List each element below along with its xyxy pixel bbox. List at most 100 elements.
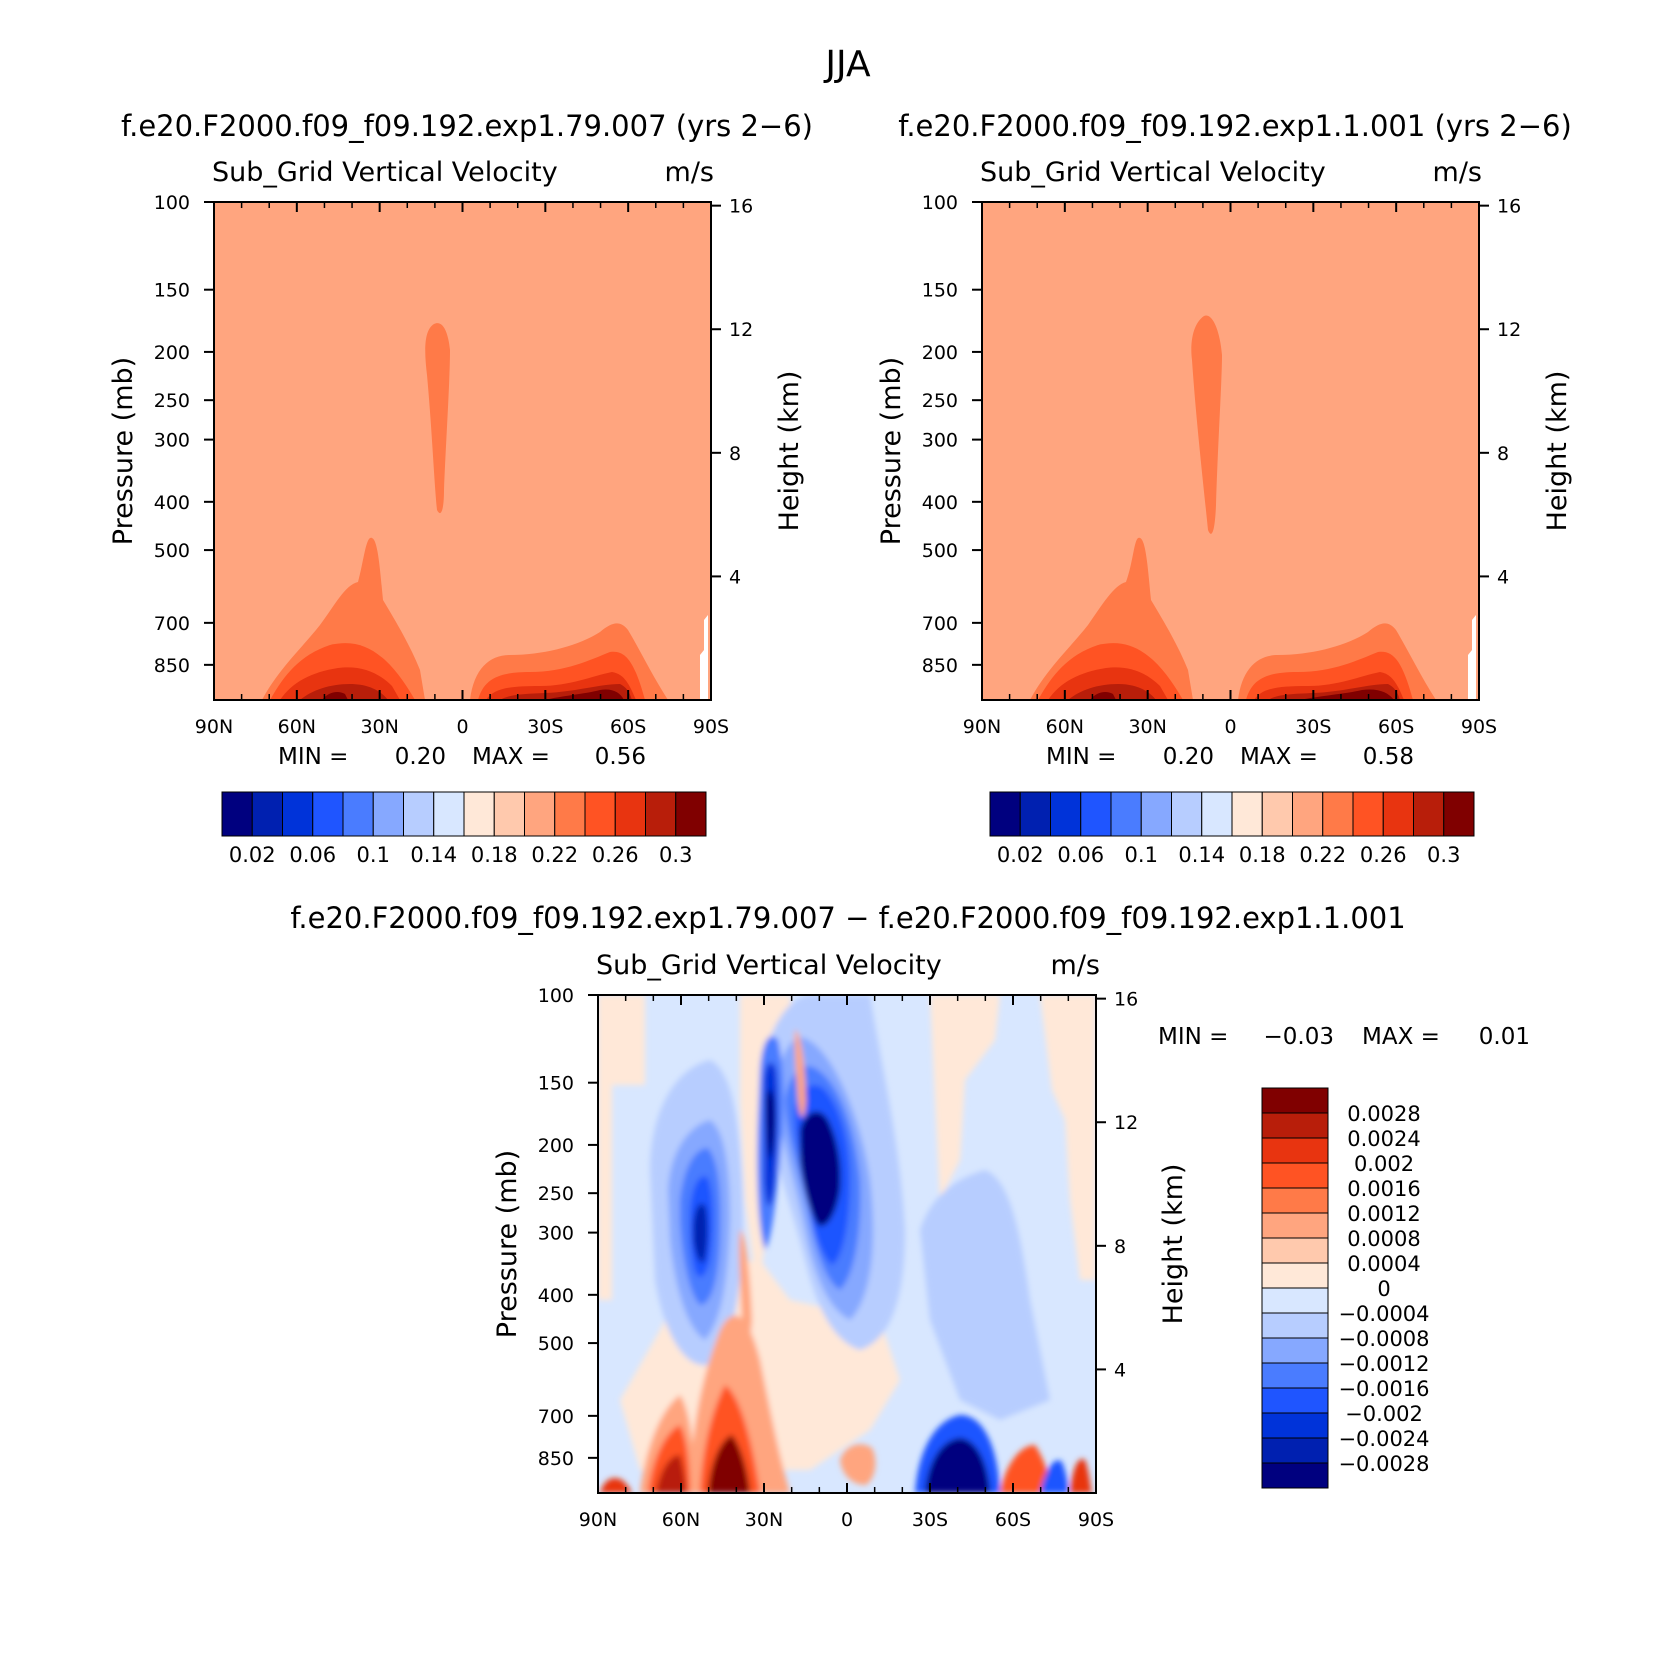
y-axis-right-label: Height (km) — [774, 371, 805, 532]
colorbar-swatch — [1292, 791, 1324, 837]
colorbar-swatch — [372, 791, 404, 837]
panel-right: f.e20.F2000.f09_f09.192.exp1.1.001 (yrs … — [876, 109, 1573, 867]
x-tick-label: 0 — [1224, 716, 1236, 738]
field-background — [982, 202, 1479, 700]
colorbar-swatch — [1352, 791, 1384, 837]
colorbar-swatch — [1261, 1087, 1329, 1114]
y-right-tick-label: 8 — [729, 443, 741, 465]
colorbar-label: 0.06 — [1057, 843, 1104, 867]
pos-band — [840, 1444, 876, 1485]
max-value: 0.56 — [595, 744, 646, 770]
figure-title: JJA — [823, 44, 871, 85]
colorbar-swatch — [1261, 1337, 1329, 1364]
y-tick-label: 500 — [922, 540, 958, 562]
colorbar-swatch — [1261, 1162, 1329, 1189]
colorbar-swatch — [1261, 1437, 1329, 1464]
colorbar: 0.02 0.06 0.1 0.14 0.18 0.22 0.26 0.3 — [989, 791, 1475, 867]
pos-streak — [739, 1230, 752, 1343]
colorbar-label: −0.0024 — [1338, 1427, 1429, 1451]
nh-surface-contour-4 — [300, 684, 388, 700]
x-tick-label: 60N — [662, 1509, 700, 1531]
colorbar-label: 0.06 — [289, 843, 336, 867]
colorbar-label: 0.26 — [1360, 843, 1407, 867]
y-right-tick-label: 16 — [1497, 196, 1521, 218]
y-tick-label: 700 — [922, 613, 958, 635]
max-value: 0.58 — [1363, 744, 1414, 770]
y-right-tick-label: 12 — [729, 319, 753, 341]
colorbar-label: 0.0008 — [1347, 1227, 1420, 1251]
min-value: 0.20 — [1163, 744, 1214, 770]
colorbar-swatch — [1382, 791, 1414, 837]
panel-caption: f.e20.F2000.f09_f09.192.exp1.79.007 (yrs… — [121, 109, 813, 143]
colorbar-label: 0.0016 — [1347, 1177, 1420, 1201]
colorbar-label: 0.0024 — [1347, 1127, 1420, 1151]
polar-white-patch — [700, 615, 708, 700]
colorbar-label: −0.0004 — [1338, 1302, 1429, 1326]
pos-band — [600, 1478, 632, 1493]
x-tick-label: 60S — [1378, 716, 1414, 738]
colorbar-swatch — [554, 791, 586, 837]
y-tick-label: 150 — [922, 280, 958, 302]
y-tick-label: 200 — [154, 342, 190, 364]
colorbar-swatch — [493, 791, 525, 837]
colorbar-swatch — [1261, 1237, 1329, 1264]
pos-core — [656, 1455, 686, 1493]
x-tick-label: 90S — [1461, 716, 1497, 738]
y-tick-label: 850 — [538, 1448, 574, 1470]
pos-patch — [1040, 995, 1096, 1280]
y-tick-label: 850 — [922, 655, 958, 677]
y-tick-label: 700 — [154, 613, 190, 635]
y-right-tick-label: 8 — [1114, 1236, 1126, 1258]
colorbar-label: 0.18 — [471, 843, 518, 867]
colorbar-label: 0.22 — [531, 843, 578, 867]
axes: 90N 60N 30N 0 30S 60S 90S 100 150 200 250 300 400 500… — [538, 985, 1138, 1531]
colorbar-label: −0.0012 — [1338, 1352, 1429, 1376]
colorbar-swatch — [1261, 1362, 1329, 1389]
colorbar-label: 0.0004 — [1347, 1252, 1420, 1276]
colorbar-swatch — [1322, 791, 1354, 837]
x-tick-label: 60S — [610, 716, 646, 738]
colorbar-swatch — [1261, 1212, 1329, 1239]
contour-field — [598, 995, 1096, 1493]
sh-surface-max — [1300, 689, 1394, 700]
contour-field — [982, 202, 1479, 700]
plot-title: Sub_Grid Vertical Velocity — [980, 157, 1326, 188]
x-tick-label: 90N — [195, 716, 233, 738]
colorbar-label: 0.02 — [229, 843, 276, 867]
colorbar-swatch — [1261, 1387, 1329, 1414]
polar-white-patch — [1468, 615, 1476, 700]
units-label: m/s — [665, 157, 714, 188]
colorbar-swatch — [1261, 1312, 1329, 1339]
y-axis-label: Pressure (mb) — [108, 357, 139, 545]
neg-surface — [1040, 1460, 1068, 1493]
units-label: m/s — [1051, 950, 1100, 981]
y-right-tick-label: 4 — [1114, 1359, 1126, 1381]
x-tick-label: 30N — [745, 1509, 783, 1531]
upper-trop-contour — [1191, 315, 1222, 534]
colorbar-label: 0 — [1377, 1277, 1390, 1301]
max-label: MAX = — [472, 744, 550, 770]
y-tick-label: 150 — [154, 280, 190, 302]
colorbar-label: 0.0012 — [1347, 1202, 1420, 1226]
colorbar-swatch — [524, 791, 556, 837]
colorbar-swatch — [1231, 791, 1263, 837]
panel-caption: f.e20.F2000.f09_f09.192.exp1.1.001 (yrs … — [898, 109, 1572, 143]
colorbar-swatch — [1261, 1137, 1329, 1164]
y-axis-right-label: Height (km) — [1158, 1164, 1189, 1325]
colorbar-swatch — [1019, 791, 1051, 837]
max-label: MAX = — [1362, 1024, 1440, 1050]
x-tick-label: 0 — [841, 1509, 853, 1531]
y-right-tick-label: 12 — [1114, 1112, 1138, 1134]
colorbar-swatch — [1261, 1412, 1329, 1439]
x-tick-label: 30S — [912, 1509, 948, 1531]
colorbar-label: 0.002 — [1354, 1152, 1414, 1176]
x-tick-label: 60S — [995, 1509, 1031, 1531]
y-tick-label: 100 — [922, 192, 958, 214]
colorbar-label: 0.3 — [1427, 843, 1460, 867]
colorbar-swatch — [1261, 1462, 1329, 1489]
y-tick-label: 850 — [154, 655, 190, 677]
pos-band — [1070, 1459, 1092, 1493]
min-value: −0.03 — [1264, 1024, 1334, 1050]
colorbar-swatch — [989, 791, 1021, 837]
colorbar-label: 0.1 — [1125, 843, 1158, 867]
